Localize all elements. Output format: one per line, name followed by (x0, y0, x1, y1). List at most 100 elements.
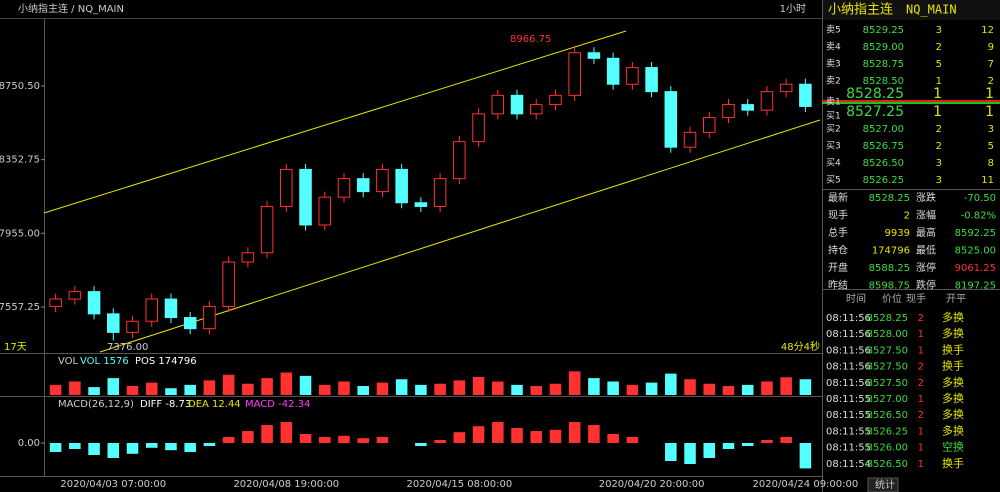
trade-time: 08:11:54 (826, 459, 871, 470)
bar (261, 378, 273, 395)
bar (203, 380, 216, 395)
bar (165, 388, 177, 395)
candle-body (376, 168, 389, 193)
bar (242, 383, 254, 395)
trade-time: 08:11:56 (826, 329, 871, 340)
candle-body (414, 202, 428, 207)
book-qty: 3 (936, 158, 942, 169)
book-qty: 1 (933, 86, 942, 102)
trade-qty: 1 (918, 394, 924, 405)
candle-body (491, 94, 505, 115)
tab[interactable]: 统计 (875, 478, 895, 491)
candle-body (260, 205, 274, 254)
panel-title: 小纳指主连 (828, 2, 893, 18)
stat-value: -70.50 (964, 193, 996, 204)
vol-label: VOL 1576 (80, 356, 129, 367)
book-total: 1 (985, 86, 994, 102)
trade-qty: 1 (918, 426, 924, 437)
candle-body (318, 196, 332, 226)
candle-body (664, 91, 678, 148)
trade-price: 8526.50 (867, 410, 908, 421)
trade-price: 8527.00 (867, 394, 908, 405)
trade-header: 价位 (882, 292, 902, 305)
bar (261, 425, 273, 443)
bar (780, 437, 792, 443)
candle-body (337, 178, 351, 198)
book-qty: 1 (936, 76, 942, 87)
vol-title: VOL (58, 356, 79, 367)
bar (530, 431, 543, 443)
bar (395, 379, 408, 395)
stat-value: 8525.00 (955, 246, 996, 257)
book-price: 8529.25 (863, 25, 904, 36)
high-annotation: 8966.75 (510, 34, 551, 45)
trade-time: 08:11:55 (826, 426, 871, 437)
bar (703, 443, 716, 458)
bar (684, 379, 696, 395)
book-side: 卖4 (826, 42, 841, 53)
candle-body (741, 104, 754, 111)
trade-price: 8527.50 (867, 362, 908, 373)
bar (741, 384, 754, 395)
candle-body (549, 94, 562, 106)
candle-body (626, 67, 639, 85)
book-side: 买2 (826, 124, 841, 135)
bar (780, 377, 792, 395)
bar (761, 440, 773, 443)
candle-body (241, 252, 255, 263)
y-tick-label: 8750.50 (0, 81, 40, 92)
candle-body (683, 131, 697, 148)
trade-type: 换手 (942, 342, 964, 356)
book-price: 8528.75 (863, 59, 904, 70)
book-price: 8526.75 (863, 141, 904, 152)
bar (184, 384, 196, 395)
stat-label: 现手 (828, 209, 848, 222)
macd-label: MACD -42.34 (245, 399, 310, 410)
trade-header: 现手 (906, 292, 926, 305)
candle-body (222, 261, 235, 307)
book-qty: 1 (933, 104, 942, 120)
trade-qty: 1 (918, 443, 924, 454)
stat-label: 昨结 (828, 279, 848, 292)
book-qty: 2 (936, 141, 942, 152)
bar (626, 384, 639, 395)
bar (799, 379, 812, 395)
bar (49, 443, 62, 452)
trade-price: 8528.00 (867, 329, 908, 340)
candle-body (472, 113, 485, 143)
book-total: 12 (981, 25, 994, 36)
macd-title: MACD(26,12,9) (58, 399, 134, 410)
trade-qty: 2 (918, 362, 924, 373)
bar (472, 426, 485, 443)
span-label: 17天 (4, 342, 27, 353)
trade-price: 8526.50 (867, 459, 908, 470)
panel-code: NQ_MAIN (906, 3, 957, 17)
bar (549, 383, 562, 395)
candle-body (433, 178, 447, 207)
countdown: 48分4秒 (781, 340, 820, 353)
trade-type: 多换 (942, 310, 964, 324)
book-total: 1 (985, 104, 994, 120)
candle-body (49, 298, 62, 307)
book-side: 买5 (826, 175, 841, 186)
bar (741, 443, 754, 446)
bar (434, 440, 446, 443)
stat-label: 持仓 (828, 244, 848, 257)
bar (568, 371, 581, 395)
bar (69, 381, 81, 395)
stat-value: 8592.25 (955, 228, 996, 239)
bar (376, 382, 389, 395)
bar (588, 378, 600, 395)
candle-body (529, 104, 543, 115)
bar (492, 381, 504, 395)
book-qty: 3 (936, 175, 942, 186)
book-total: 11 (981, 175, 994, 186)
stat-label: 最新 (828, 191, 848, 204)
period[interactable]: 1小时 (780, 3, 806, 15)
bar (88, 443, 100, 455)
book-price: 8528.50 (863, 76, 904, 87)
trade-price: 8526.25 (867, 426, 908, 437)
trade-price: 8527.50 (867, 378, 908, 389)
candle-body (183, 317, 197, 330)
